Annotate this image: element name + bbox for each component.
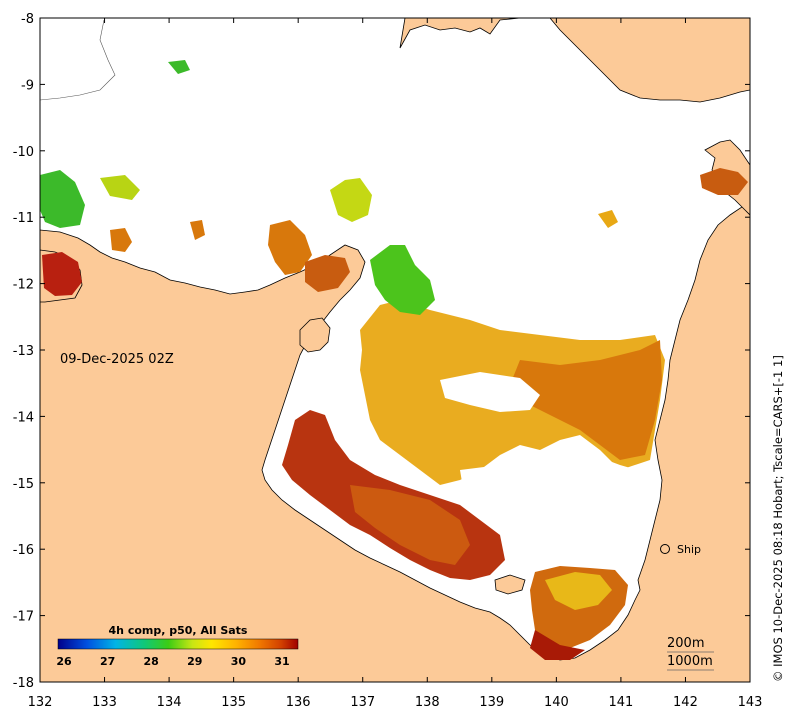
- depth-label-200m: 200m: [667, 636, 704, 651]
- land-northern-territory: [40, 199, 750, 682]
- ship-label: Ship: [677, 543, 701, 556]
- lat-tick-label: -9: [21, 78, 34, 93]
- lat-tick-label: -16: [13, 543, 34, 558]
- land-groote: [299, 317, 331, 353]
- lon-tick-label: 140: [544, 695, 569, 710]
- lat-tick-label: -8: [21, 12, 34, 27]
- longitude-axis: 132 133 134 135 136 137 138 139 140 141 142 143: [28, 18, 763, 710]
- sst-patch-yellowgreen-n: [100, 175, 140, 200]
- colorbar: 4h comp, p50, All Sats 26 27 28 29 30 31: [56, 624, 299, 668]
- sst-patch-green-nw: [40, 170, 85, 228]
- colorbar-tick-label: 27: [100, 655, 115, 668]
- date-label: 09-Dec-2025 02Z: [60, 352, 174, 367]
- cloud-gap-south: [460, 450, 658, 570]
- colorbar-title: 4h comp, p50, All Sats: [109, 624, 248, 637]
- lon-tick-label: 133: [92, 695, 117, 710]
- depth-label-1000m: 1000m: [667, 654, 713, 669]
- sst-patch-green-top: [168, 60, 190, 74]
- sst-patch-south-edge: [530, 630, 585, 660]
- sst-patch-southwest-inner: [350, 485, 470, 565]
- lat-tick-label: -11: [13, 211, 34, 226]
- sst-patch-mid-north: [268, 220, 312, 275]
- lon-tick-label: 141: [608, 695, 633, 710]
- lat-tick-label: -14: [13, 410, 34, 425]
- cloud-gap-central: [440, 372, 540, 412]
- lon-tick-label: 139: [479, 695, 504, 710]
- colorbar-tick-label: 29: [187, 655, 202, 668]
- lon-tick-label: 138: [415, 695, 440, 710]
- lat-tick-label: -10: [13, 145, 34, 160]
- lon-tick-label: 134: [157, 695, 182, 710]
- land-new-guinea: [399, 18, 750, 103]
- colorbar-tick-label: 31: [274, 655, 289, 668]
- lon-tick-label: 142: [673, 695, 698, 710]
- lon-tick-label: 132: [28, 695, 53, 710]
- colorbar-tick-label: 28: [144, 655, 159, 668]
- lat-tick-label: -15: [13, 477, 34, 492]
- sst-patch-coast-east: [700, 168, 748, 195]
- ship-marker[interactable]: [660, 544, 670, 554]
- lon-tick-label: 137: [350, 695, 375, 710]
- sst-patch-nw-orange: [110, 228, 132, 252]
- land-mornington: [494, 574, 526, 595]
- coastline-northwest: [40, 19, 116, 101]
- sst-patch-southeast-yellow: [545, 572, 612, 610]
- sst-patch-nw-red: [42, 252, 82, 296]
- latitude-axis: -8 -9 -10 -11 -12 -13 -14 -15 -16 -17 -18: [13, 12, 750, 691]
- lat-tick-label: -12: [13, 278, 34, 293]
- sst-layer: [40, 60, 748, 660]
- lon-tick-label: 135: [221, 695, 246, 710]
- lat-tick-label: -18: [13, 676, 34, 691]
- sst-patch-yellowgreen: [330, 178, 372, 222]
- sst-patch-green-north: [370, 245, 435, 315]
- lon-tick-label: 143: [738, 695, 763, 710]
- colorbar-gradient: [57, 638, 299, 650]
- sst-patch-east: [510, 340, 662, 460]
- credit-text: © IMOS 10-Dec-2025 08:18 Hobart; Tscale=…: [771, 355, 785, 682]
- colorbar-tick-label: 30: [231, 655, 247, 668]
- colorbar-tick-label: 26: [56, 655, 72, 668]
- sst-patch-east-small: [598, 210, 618, 228]
- lat-tick-label: -13: [13, 344, 34, 359]
- lat-tick-label: -17: [13, 610, 34, 625]
- lon-tick-label: 136: [286, 695, 311, 710]
- sst-patch-mid-north2: [305, 255, 350, 292]
- sst-patch-orange-n: [190, 220, 205, 240]
